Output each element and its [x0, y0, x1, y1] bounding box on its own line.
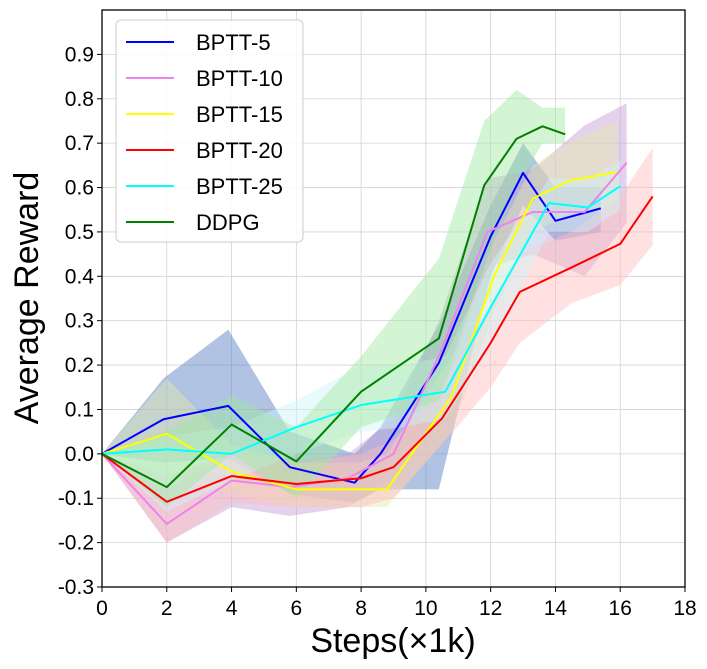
series-line-bptt-15: [101, 171, 618, 491]
band-bptt-15: [102, 120, 617, 508]
y-tick-label: 0.7: [65, 132, 94, 155]
x-tick-label: 18: [673, 597, 696, 620]
y-tick-label: 0.9: [65, 43, 94, 66]
band-bptt-10: [102, 103, 627, 543]
x-axis-ticks: 0 2 4 6 8 10 12 14 16 18: [96, 587, 697, 620]
legend-label: BPTT-25: [196, 174, 283, 199]
y-tick-label: 0.3: [65, 310, 94, 333]
y-tick-label: 0.5: [65, 221, 94, 244]
x-tick-label: 6: [290, 597, 302, 620]
y-tick-label: 0.1: [65, 398, 94, 421]
x-tick-label: 8: [355, 597, 367, 620]
y-tick-label: -0.3: [58, 576, 94, 599]
legend-label: BPTT-15: [196, 102, 283, 127]
band-ddpg: [102, 89, 566, 508]
legend-label: BPTT-10: [196, 66, 283, 91]
x-tick-label: 12: [479, 597, 502, 620]
y-tick-label: 0.8: [65, 88, 94, 111]
x-tick-label: 16: [609, 597, 632, 620]
series-line-bptt-5: [101, 171, 602, 484]
x-axis-label: Steps(×1k): [310, 622, 475, 660]
series-line-ddpg: [101, 125, 566, 489]
y-tick-label: 0.2: [65, 354, 94, 377]
plot-frame: [101, 9, 686, 588]
y-tick-label: 0.4: [65, 265, 95, 288]
legend-label: DDPG: [196, 210, 260, 235]
y-tick-label: 0.6: [65, 177, 94, 200]
y-tick-label: 0.0: [65, 443, 94, 466]
band-bptt-25: [102, 160, 621, 512]
x-tick-label: 0: [96, 597, 108, 620]
series-lines: [101, 125, 654, 525]
series-line-bptt-25: [101, 185, 621, 455]
series-line-bptt-20: [101, 195, 654, 503]
x-tick-label: 14: [544, 597, 568, 620]
y-axis-label: Average Reward: [8, 172, 46, 425]
series-line-bptt-10: [101, 162, 628, 525]
x-tick-label: 4: [226, 597, 238, 620]
x-tick-label: 10: [414, 597, 437, 620]
y-axis-ticks: -0.3 -0.2 -0.1 0.0 0.1 0.2 0.3 0.4 0.5 0.6 0.7 0.8 0…: [58, 43, 102, 599]
legend: BPTT-5 BPTT-10 BPTT-15 BPTT-20 BPTT-25 DDPG: [115, 19, 304, 243]
x-tick-label: 2: [161, 597, 173, 620]
y-tick-label: -0.1: [58, 487, 94, 510]
legend-label: BPTT-5: [196, 30, 271, 55]
legend-label: BPTT-20: [196, 138, 283, 163]
y-tick-label: -0.2: [58, 532, 94, 555]
band-bptt-5: [102, 143, 601, 503]
